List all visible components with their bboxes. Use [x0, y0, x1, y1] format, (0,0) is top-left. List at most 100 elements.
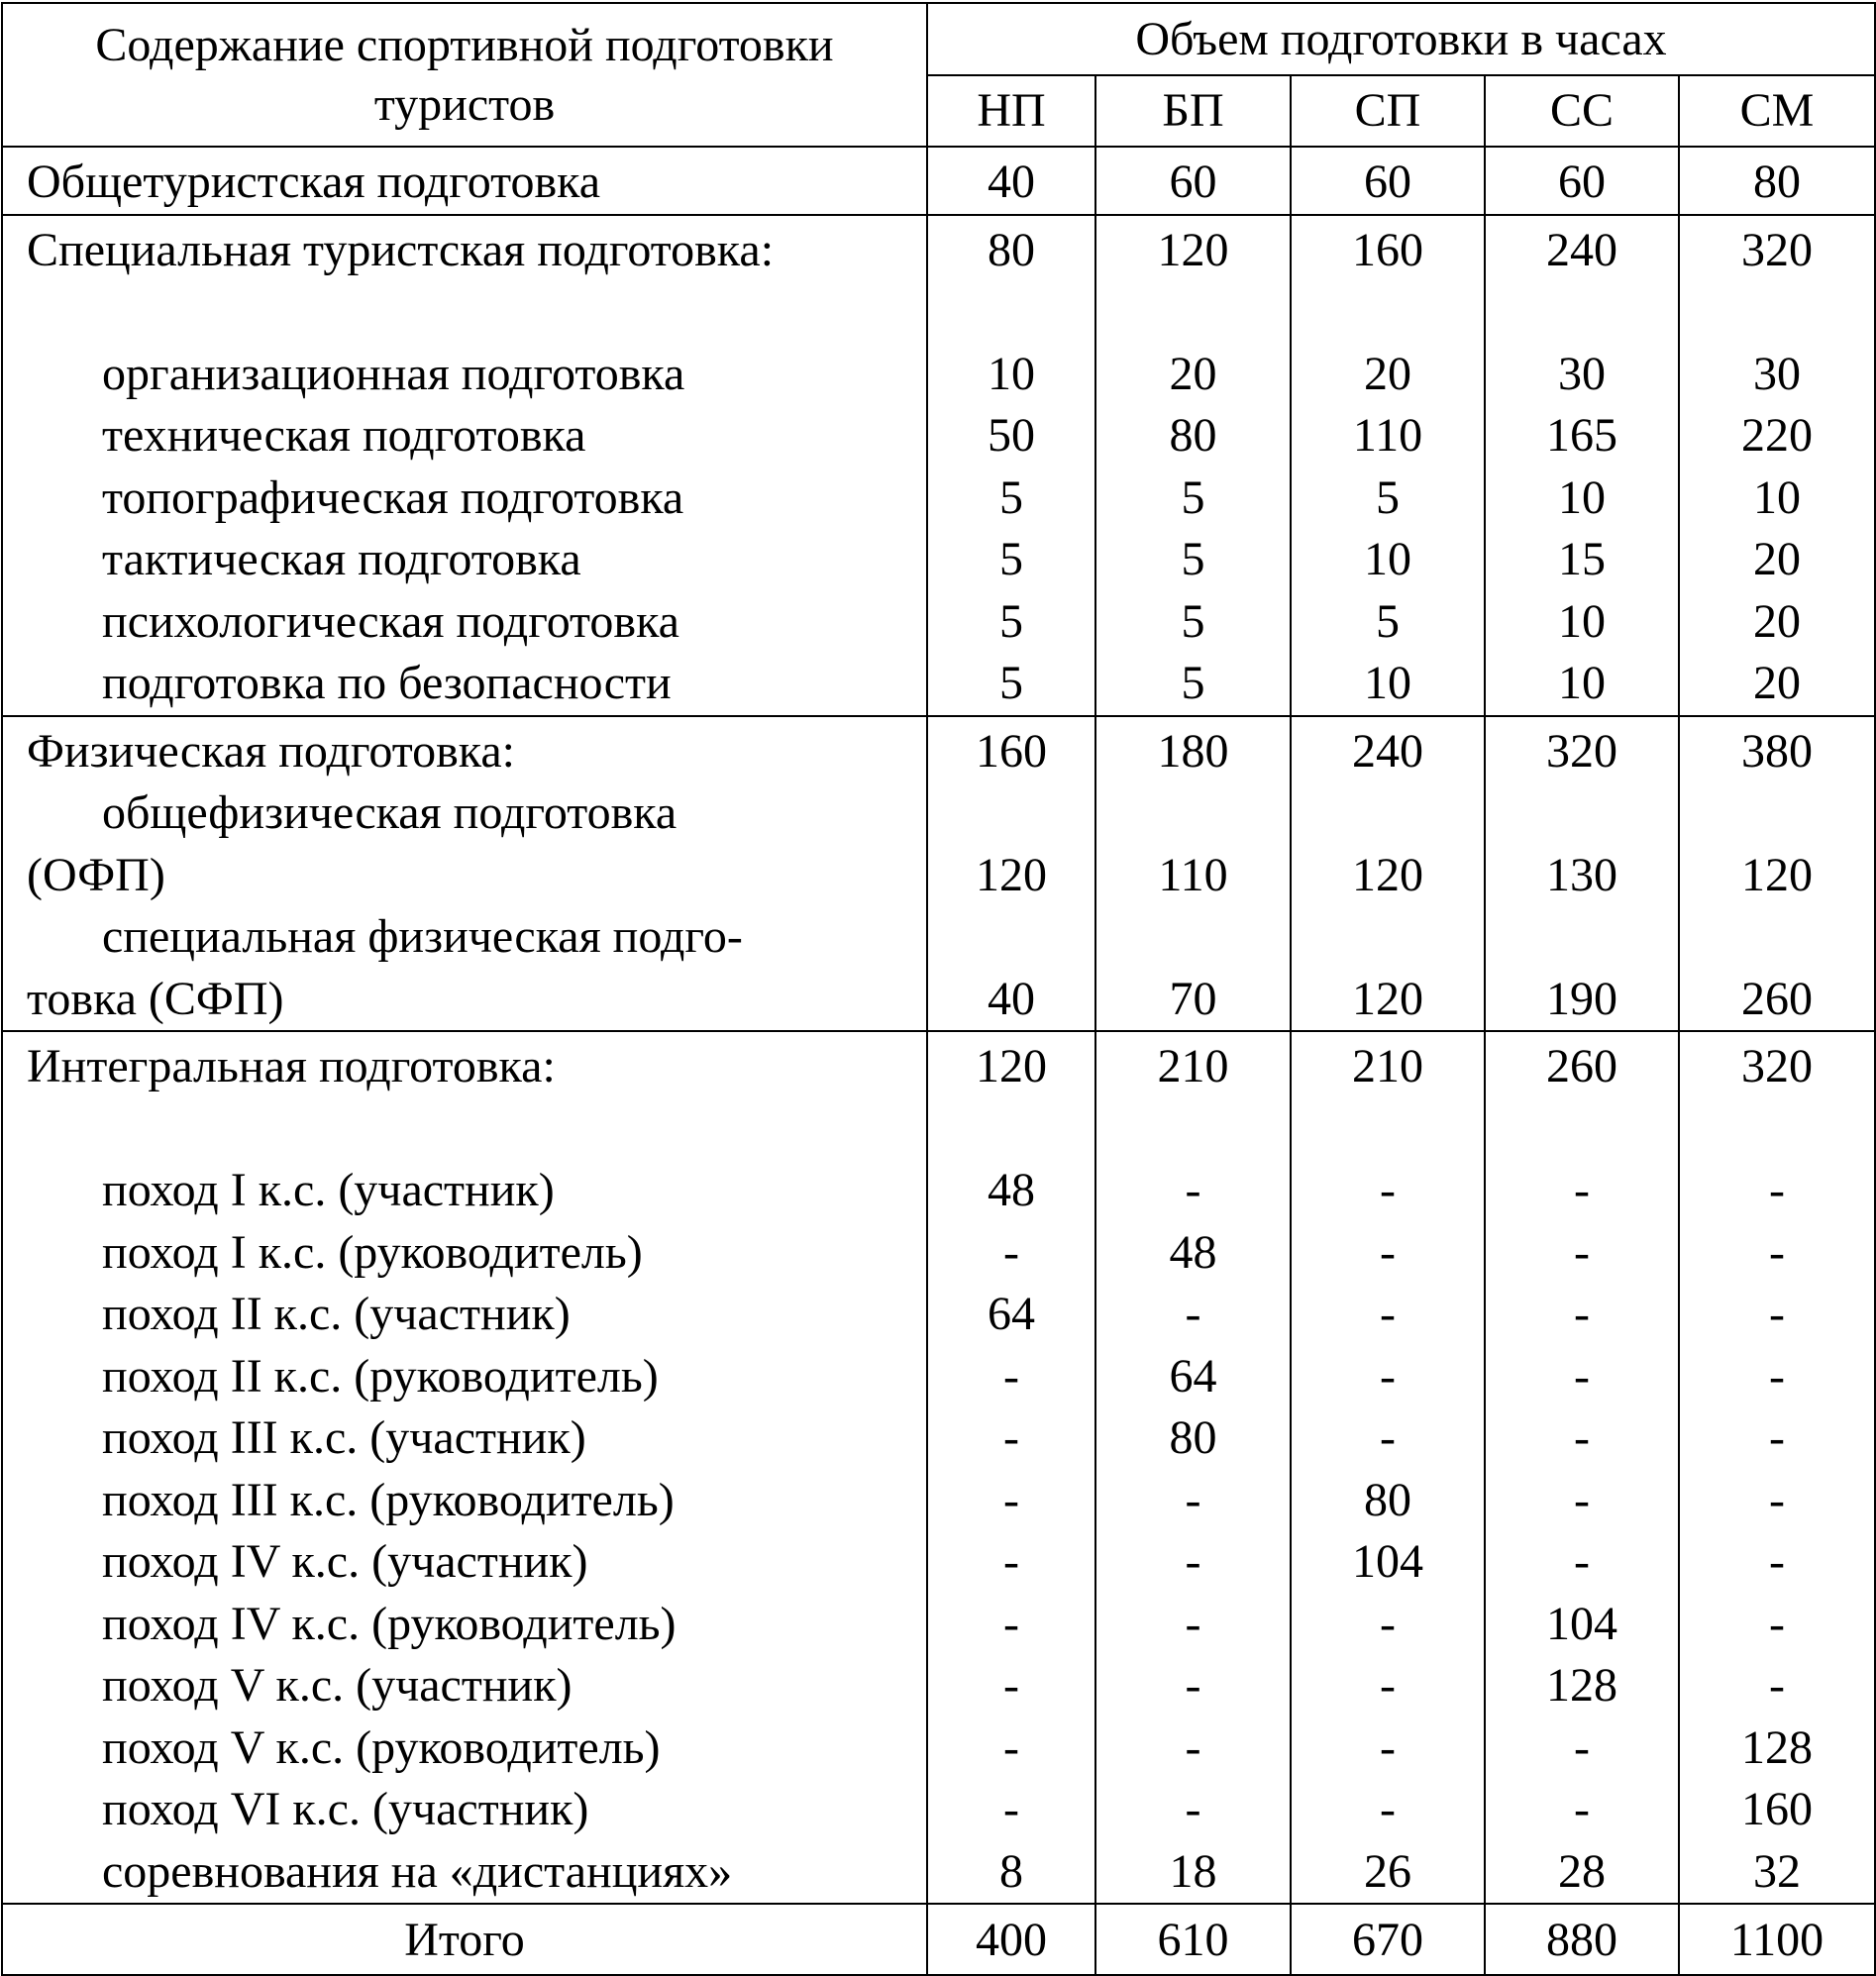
hours-cell-НП: -	[926, 1345, 1096, 1407]
hours-cell-НП: -	[926, 1469, 1096, 1531]
hours-cell-СС: 28	[1484, 1840, 1680, 1905]
row-label: специальная физическая подго-	[1, 906, 928, 969]
hours-cell-СП: 240	[1290, 714, 1486, 782]
hours-cell-НП: 10	[926, 343, 1096, 405]
hours-cell-СП: 120	[1290, 844, 1486, 906]
row-label: топографическая подготовка	[1, 467, 928, 529]
row-label: поход VI к.с. (участник)	[1, 1779, 928, 1841]
hours-cell-СС	[1484, 1097, 1680, 1160]
table-row: тактическая подготовка 5 5 10 15 20	[1, 529, 1876, 591]
hours-cell-СП: -	[1290, 1284, 1486, 1346]
hours-cell-БП: -	[1094, 1531, 1292, 1594]
hours-cell-БП: 210	[1094, 1030, 1292, 1098]
hours-cell-СП: -	[1290, 1407, 1486, 1470]
hours-cell-БП: 5	[1094, 590, 1292, 653]
hours-cell-НП	[926, 782, 1096, 845]
hours-cell-СМ	[1677, 281, 1876, 344]
hours-cell-СП: 10	[1290, 653, 1486, 717]
hours-cell-НП	[926, 906, 1096, 969]
table-row: специальная физическая подго-	[1, 906, 1876, 969]
hours-cell-БП: 64	[1094, 1345, 1292, 1407]
hours-cell-СС: 10	[1484, 467, 1680, 529]
hours-cell-БП: 70	[1094, 968, 1292, 1032]
hours-cell-СМ: 380	[1677, 714, 1876, 782]
table-row: поход VI к.с. (участник) - - - -160	[1, 1779, 1876, 1841]
row-label: организационная подготовка	[1, 343, 928, 405]
total-value: 1100	[1677, 1903, 1876, 1976]
section-row: Специальная туристская подготовка: 80 120 1…	[1, 213, 1876, 281]
row-label: поход IV к.с. (руководитель)	[1, 1593, 928, 1655]
table-row: топографическая подготовка 5 5 5 10 10	[1, 467, 1876, 529]
hours-cell-СС: 104	[1484, 1593, 1680, 1655]
hours-cell-СП: 60	[1290, 146, 1486, 216]
table-row: поход I к.с. (участник) 48- - - -	[1, 1160, 1876, 1222]
column-header-np: НП	[926, 74, 1096, 148]
hours-cell-СС: 240	[1484, 213, 1680, 281]
row-label: техническая подготовка	[1, 405, 928, 468]
table-row: психологическая подготовка 5 5 5 10 20	[1, 590, 1876, 653]
hours-cell-НП: -	[926, 1407, 1096, 1470]
hours-cell-СМ	[1677, 1097, 1876, 1160]
hours-cell-СМ: -	[1677, 1593, 1876, 1655]
hours-cell-СС	[1484, 782, 1680, 845]
table-row: поход III к.с. (руководитель) - -80- -	[1, 1469, 1876, 1531]
table-row: поход IV к.с. (участник) - -104- -	[1, 1531, 1876, 1594]
hours-cell-СМ: -	[1677, 1284, 1876, 1346]
hours-cell-СП: -	[1290, 1160, 1486, 1222]
row-label: поход IV к.с. (участник)	[1, 1531, 928, 1594]
table-row: поход II к.с. (руководитель) -64- - -	[1, 1345, 1876, 1407]
row-label: (ОФП)	[1, 844, 928, 906]
hours-cell-СС: 10	[1484, 653, 1680, 717]
hours-cell-СС: 10	[1484, 590, 1680, 653]
hours-cell-СМ: -	[1677, 1407, 1876, 1470]
hours-cell-СМ: 80	[1677, 146, 1876, 216]
hours-cell-СМ: 220	[1677, 405, 1876, 468]
hours-cell-БП: -	[1094, 1284, 1292, 1346]
hours-cell-НП: -	[926, 1593, 1096, 1655]
hours-cell-СМ: 32	[1677, 1840, 1876, 1905]
hours-cell-БП: 110	[1094, 844, 1292, 906]
row-label: поход V к.с. (участник)	[1, 1655, 928, 1717]
hours-cell-БП: -	[1094, 1593, 1292, 1655]
hours-cell-СП: -	[1290, 1655, 1486, 1717]
hours-cell-СП: -	[1290, 1221, 1486, 1284]
hours-cell-НП: -	[926, 1655, 1096, 1717]
hours-cell-СС: -	[1484, 1221, 1680, 1284]
hours-cell-СП: 120	[1290, 968, 1486, 1032]
total-value: 610	[1094, 1903, 1292, 1976]
hours-cell-СП: 5	[1290, 590, 1486, 653]
hours-cell-СП: 26	[1290, 1840, 1486, 1905]
table-row: поход IV к.с. (руководитель) - - -104-	[1, 1593, 1876, 1655]
row-label: товка (СФП)	[1, 968, 928, 1032]
row-label: Физическая подготовка:	[1, 714, 928, 782]
hours-cell-СП	[1290, 906, 1486, 969]
table-row: общефизическая подготовка	[1, 782, 1876, 845]
column-header-bp: БП	[1094, 74, 1292, 148]
hours-cell-СС: 15	[1484, 529, 1680, 591]
hours-cell-НП: -	[926, 1779, 1096, 1841]
hours-cell-НП: 120	[926, 844, 1096, 906]
hours-cell-СП: 20	[1290, 343, 1486, 405]
hours-cell-НП: 80	[926, 213, 1096, 281]
hours-cell-БП: 180	[1094, 714, 1292, 782]
hours-cell-СС: -	[1484, 1779, 1680, 1841]
hours-cell-БП	[1094, 906, 1292, 969]
hours-cell-БП: 5	[1094, 467, 1292, 529]
hours-cell-СМ: 128	[1677, 1716, 1876, 1779]
section-row: Интегральная подготовка: 120 210 210 260 320	[1, 1030, 1876, 1098]
row-label: общефизическая подготовка	[1, 782, 928, 845]
hours-cell-СМ: -	[1677, 1160, 1876, 1222]
row-label: поход I к.с. (руководитель)	[1, 1221, 928, 1284]
hours-cell-СС: 165	[1484, 405, 1680, 468]
hours-cell-СП: 104	[1290, 1531, 1486, 1594]
hours-cell-СС: -	[1484, 1531, 1680, 1594]
hours-cell-СМ: 30	[1677, 343, 1876, 405]
hours-cell-БП: 18	[1094, 1840, 1292, 1905]
table-row: поход V к.с. (руководитель) - - - -128	[1, 1716, 1876, 1779]
hours-cell-СМ: -	[1677, 1655, 1876, 1717]
hours-cell-СП: -	[1290, 1779, 1486, 1841]
hours-cell-БП: -	[1094, 1779, 1292, 1841]
hours-cell-НП: 64	[926, 1284, 1096, 1346]
row-label: Специальная туристская подготовка:	[1, 213, 928, 281]
